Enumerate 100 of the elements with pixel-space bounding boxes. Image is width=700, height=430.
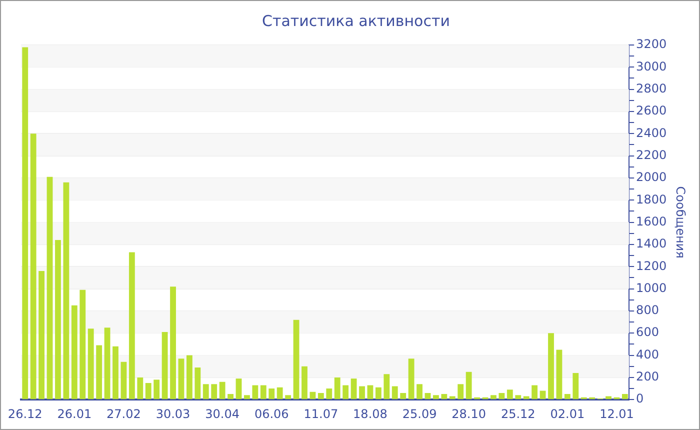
y-tick-label: 2600 bbox=[636, 104, 667, 118]
bar bbox=[145, 382, 152, 400]
bar bbox=[104, 328, 110, 400]
bar bbox=[334, 377, 340, 400]
x-tick-label: 25.12 bbox=[500, 406, 536, 421]
y-tick-label: 0 bbox=[636, 392, 644, 406]
bar bbox=[342, 385, 349, 400]
bar bbox=[416, 384, 422, 400]
bar bbox=[276, 387, 283, 400]
y-tick-label: 200 bbox=[636, 370, 659, 384]
bar bbox=[236, 378, 242, 400]
bar bbox=[490, 395, 496, 400]
bar bbox=[112, 346, 118, 400]
bar bbox=[22, 47, 28, 400]
y-tick-label: 1800 bbox=[636, 192, 667, 206]
y-tick-label: 1400 bbox=[636, 236, 667, 251]
y-tick-label: 400 bbox=[636, 347, 659, 362]
bar bbox=[228, 394, 234, 400]
bar bbox=[63, 182, 70, 400]
bar bbox=[128, 252, 135, 400]
bar bbox=[622, 394, 628, 400]
x-tick-label: 11.07 bbox=[304, 406, 338, 421]
bar bbox=[30, 134, 36, 400]
bar bbox=[310, 392, 316, 400]
bar bbox=[162, 332, 168, 400]
bar bbox=[252, 385, 258, 400]
bar bbox=[424, 392, 431, 400]
bar bbox=[359, 386, 365, 400]
bar bbox=[46, 176, 53, 400]
bar bbox=[318, 392, 324, 400]
x-tick-label: 26.12 bbox=[8, 406, 42, 421]
x-tick-label: 06.06 bbox=[254, 406, 289, 421]
bar bbox=[392, 386, 398, 400]
x-tick-label: 26.01 bbox=[57, 406, 92, 421]
x-tick-label: 12.01 bbox=[600, 406, 634, 421]
bar bbox=[408, 358, 414, 400]
y-tick-label: 600 bbox=[636, 325, 659, 340]
bar bbox=[285, 395, 292, 400]
y-tick-label: 1000 bbox=[636, 280, 667, 295]
bar bbox=[326, 388, 332, 400]
x-tick-label: 30.03 bbox=[156, 406, 190, 421]
bar bbox=[178, 358, 184, 400]
bar bbox=[375, 387, 382, 400]
bar bbox=[384, 374, 390, 400]
bar bbox=[186, 355, 192, 400]
y-tick-label: 3200 bbox=[636, 37, 667, 52]
bar bbox=[219, 382, 226, 400]
y-tick-label: 2200 bbox=[636, 148, 667, 162]
bar bbox=[606, 396, 612, 400]
bar bbox=[523, 396, 530, 400]
bar bbox=[302, 366, 308, 400]
bar bbox=[515, 395, 522, 400]
bar bbox=[293, 320, 300, 400]
bar bbox=[350, 378, 357, 400]
bar bbox=[137, 377, 144, 400]
y-tick-label: 2400 bbox=[636, 126, 667, 140]
bar bbox=[449, 396, 456, 400]
bar bbox=[38, 271, 44, 400]
bar bbox=[96, 345, 102, 400]
bar bbox=[260, 385, 266, 400]
bar bbox=[170, 286, 176, 400]
bar bbox=[498, 392, 505, 400]
bar bbox=[367, 385, 374, 400]
bar bbox=[506, 390, 513, 400]
chart-title: Статистика активности bbox=[262, 12, 450, 30]
y-tick-label: 1200 bbox=[636, 258, 667, 273]
x-tick-label: 28.10 bbox=[452, 406, 486, 421]
bar bbox=[55, 240, 61, 400]
bar bbox=[572, 373, 579, 400]
y-tick-label: 2000 bbox=[636, 170, 667, 184]
bar bbox=[88, 328, 94, 400]
bar bbox=[211, 384, 218, 400]
y-tick-label: 800 bbox=[636, 303, 659, 318]
bar bbox=[433, 395, 439, 400]
bar bbox=[466, 372, 472, 400]
x-tick-label: 30.04 bbox=[205, 406, 240, 421]
bar bbox=[400, 392, 406, 400]
bar bbox=[548, 333, 554, 400]
bar bbox=[540, 390, 546, 400]
y-tick-label: 3000 bbox=[636, 59, 667, 74]
y-tick-label: 1600 bbox=[636, 214, 667, 228]
bar bbox=[441, 394, 448, 400]
bar bbox=[268, 388, 275, 400]
y-axis-title: Сообщения bbox=[674, 186, 688, 258]
bar bbox=[71, 305, 78, 400]
x-tick-label: 02.01 bbox=[550, 406, 585, 421]
bar bbox=[154, 380, 160, 400]
bar bbox=[194, 367, 201, 400]
bar bbox=[564, 394, 570, 400]
bar bbox=[458, 384, 464, 400]
x-tick-label: 27.02 bbox=[106, 406, 141, 421]
x-tick-label: 18.08 bbox=[353, 406, 388, 421]
bar bbox=[120, 362, 127, 400]
bar bbox=[532, 385, 538, 400]
bar bbox=[80, 290, 86, 400]
bar bbox=[556, 350, 562, 400]
y-tick-label: 2800 bbox=[636, 81, 667, 96]
bar bbox=[244, 395, 250, 400]
bar bbox=[202, 384, 209, 400]
x-tick-label: 25.09 bbox=[402, 406, 437, 421]
